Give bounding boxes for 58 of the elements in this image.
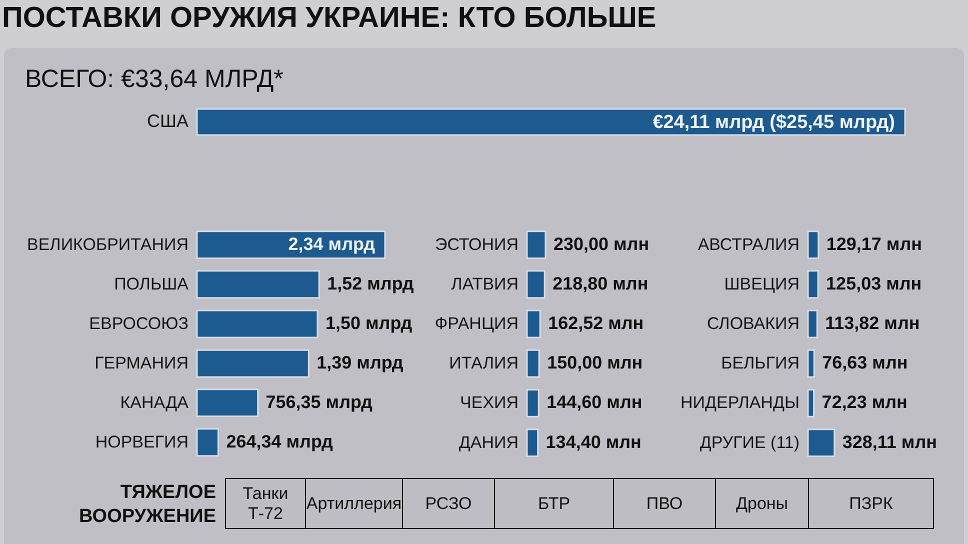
y-tick-label: ЕВРОСОЮЗ: [89, 314, 188, 333]
data-label: 1,52 млрд: [327, 273, 414, 294]
y-tick-label: ДАНИЯ: [458, 432, 518, 452]
y-tick-label: НОРВЕГИЯ: [95, 432, 189, 452]
bar: [526, 310, 541, 338]
y-tick-label: ЛАТВИЯ: [451, 274, 518, 294]
data-label: 150,00 млн: [547, 352, 643, 373]
y-tick-label: ДРУГИЕ (11): [700, 432, 800, 452]
y-tick-label: США: [146, 111, 188, 131]
y-tick-label: ПОЛЬША: [114, 274, 190, 294]
data-label: 1,50 млрд: [326, 312, 413, 333]
y-tick-label: ШВЕЦИЯ: [724, 274, 800, 294]
y-tick-label: ФРАНЦИЯ: [434, 314, 518, 333]
chart-subtitle: ВСЕГО: €33,64 МЛРД*: [25, 64, 284, 94]
data-label: 125,03 млн: [826, 273, 922, 294]
data-label: 264,34 млрд: [226, 432, 334, 452]
data-label: 2,34 млрд: [288, 234, 376, 254]
bar: [807, 349, 815, 378]
y-tick-label: ВЕЛИКОБРИТАНИЯ: [27, 234, 188, 254]
y-tick-label: ГЕРМАНИЯ: [94, 354, 188, 373]
data-label: 76,63 млн: [822, 352, 908, 373]
bar: [196, 230, 386, 260]
bar: [807, 388, 815, 418]
data-label: 328,11 млн: [842, 432, 938, 452]
text: ТЯЖЕЛОЕ ВООРУЖЕНИЕ: [78, 481, 216, 529]
y-tick-label: НИДЕРЛАНДЫ: [680, 393, 800, 412]
data-label: 72,23 млн: [822, 392, 908, 412]
bar: [807, 310, 818, 338]
y-tick-label: СЛОВАКИЯ: [706, 314, 800, 333]
data-label: 1,39 млрд: [316, 352, 404, 373]
y-tick-label: АВСТРАЛИЯ: [698, 234, 800, 254]
y-tick-label: БЕЛЬГИЯ: [721, 354, 800, 373]
bar: [807, 428, 836, 458]
y-tick-label: ЭСТОНИЯ: [435, 234, 518, 254]
bar: [807, 230, 820, 260]
data-label: €24,11 млрд ($25,45 млрд): [652, 112, 895, 133]
bar: [526, 230, 546, 260]
data-label: 230,00 млн: [554, 234, 650, 254]
data-label: 756,35 млрд: [266, 392, 374, 412]
data-label: 218,80 млн: [552, 273, 648, 294]
data-label: 144,60 млн: [546, 392, 642, 412]
data-label: 162,52 млн: [548, 312, 644, 333]
data-label: 129,17 млн: [826, 234, 922, 254]
bar: [526, 388, 540, 418]
bar: [196, 349, 310, 378]
bar: [807, 270, 819, 299]
bar: [526, 349, 540, 378]
bar: [526, 270, 546, 299]
bar: [526, 428, 539, 458]
data-label: 134,40 млн: [546, 432, 642, 452]
y-tick-label: ИТАЛИЯ: [449, 354, 518, 373]
y-tick-label: КАНАДА: [120, 393, 190, 412]
y-tick-label: ЧЕХИЯ: [460, 393, 518, 412]
chart-title: ПОСТАВКИ ОРУЖИЯ УКРАИНЕ: КТО БОЛЬШЕ: [2, 1, 656, 35]
data-label: 113,82 млн: [825, 312, 920, 333]
bar: [196, 270, 320, 299]
table: Танки Т-72 Артиллерия РСЗО БТР ПВО Дроны ПЗРК: [225, 478, 934, 529]
bar: [196, 310, 318, 338]
